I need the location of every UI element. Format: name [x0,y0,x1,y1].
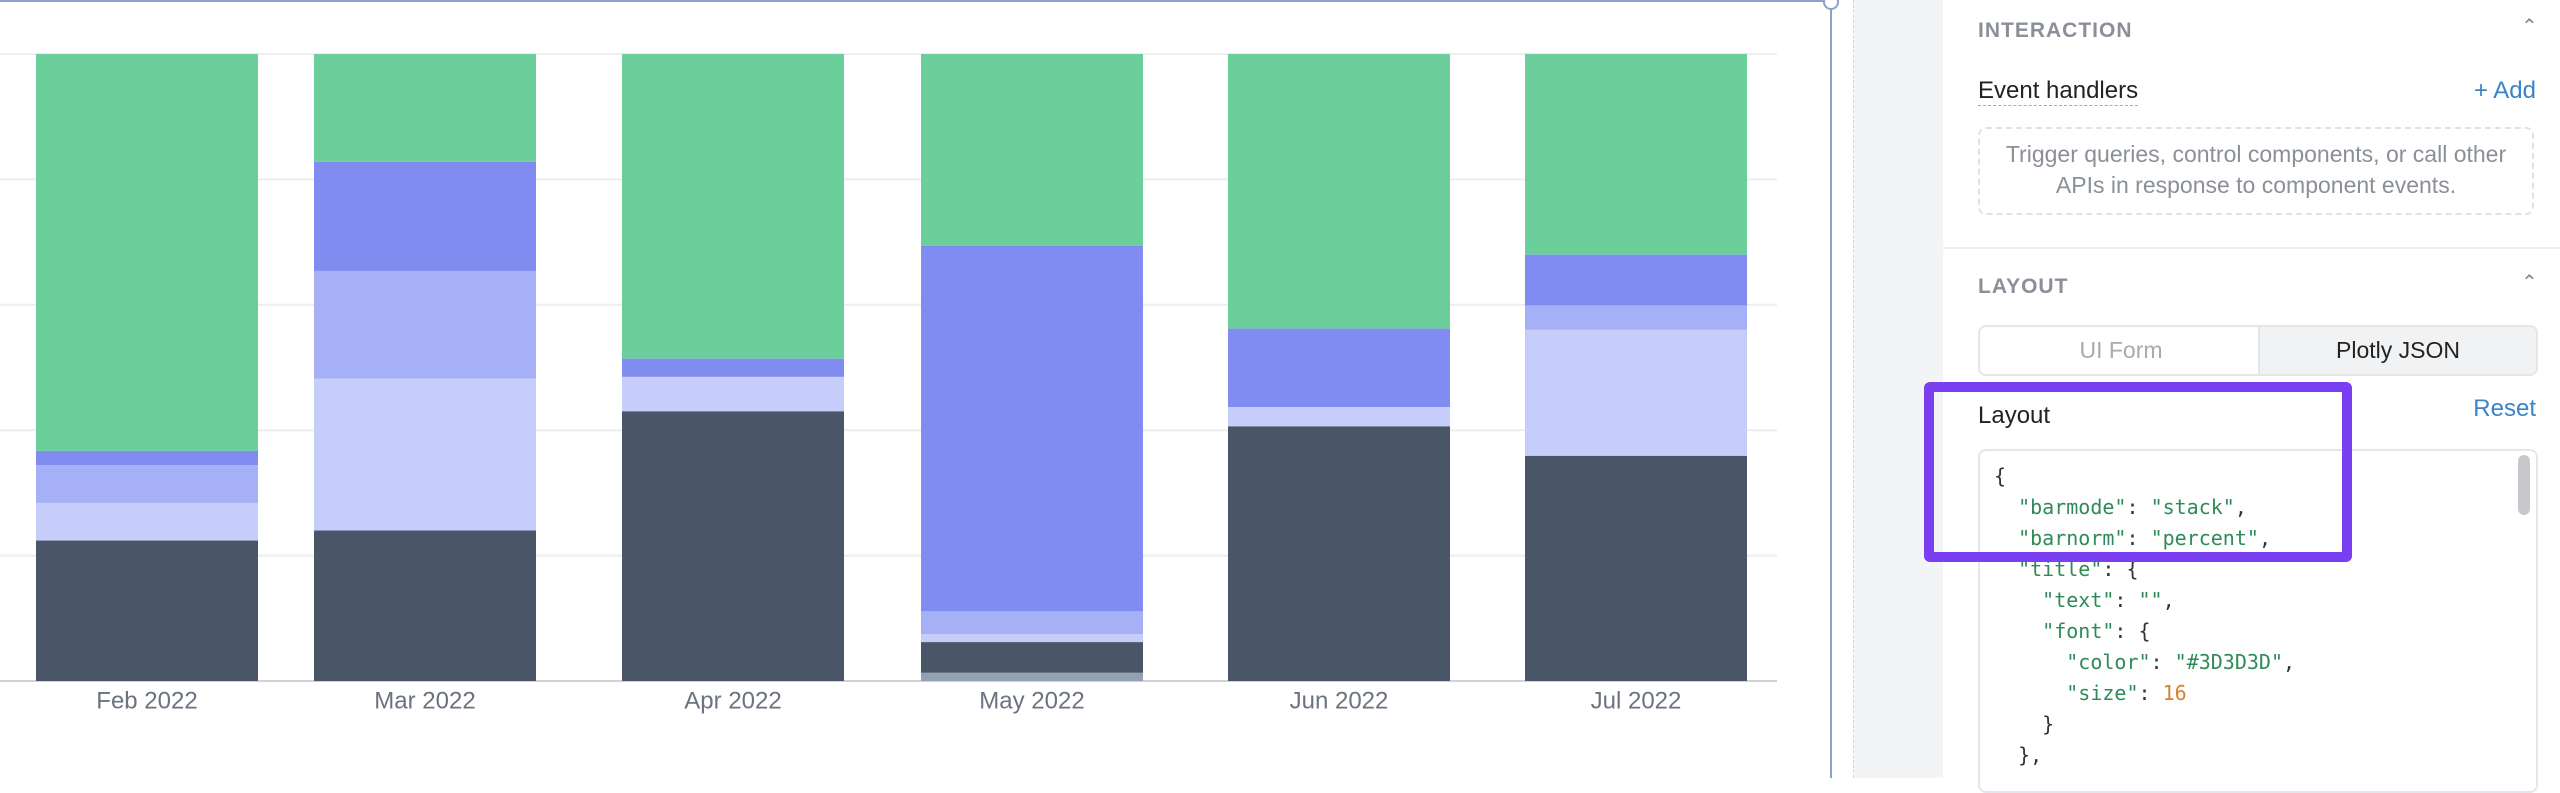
x-tick-label: Jul 2022 [1591,687,1682,714]
x-tick-label: Mar 2022 [374,687,475,714]
hint: Trigger queries, control components, or … [1978,127,2534,215]
bar-segment [314,54,536,162]
bar-segment [36,540,258,681]
bar-segment [1525,305,1747,330]
bar-segment [1228,54,1450,329]
bar-segment [1228,328,1450,408]
scrollbar [2518,455,2530,515]
code-editor[interactable]: { "barmode": "stack", "barnorm": "percen… [1978,449,2538,793]
section-title: INTERACTION [1978,19,2133,42]
x-tick-label: Feb 2022 [96,687,197,714]
x-tick-label: Jun 2022 [1290,687,1389,714]
code-line: "barnorm": "percent", [2018,526,2271,550]
code-line: "font": { [2042,619,2151,643]
x-tick-label: May 2022 [979,687,1084,714]
bar-segment [921,642,1143,673]
collapse-icon[interactable]: ⌃ [2521,272,2538,294]
label: Layout [1978,402,2051,429]
bar-segment [36,54,258,451]
bar-segment [1228,407,1450,427]
bar-segment [314,161,536,271]
bar-segment [36,502,258,541]
bar-segment [314,378,536,531]
code-line: "barmode": "stack", [2018,495,2247,519]
inspector-panel: INTERACTION ⌃ Event handlers + Add Trigg… [1924,0,2560,793]
tab[interactable]: Plotly JSON [2258,325,2538,376]
code-line: } [1994,712,2055,736]
bar-segment [622,54,844,359]
bar-segment [1525,329,1747,456]
bar-segment [1525,455,1747,681]
code-line: }, [1994,743,2043,767]
bar-segment [36,465,258,503]
bar-segment [921,245,1143,612]
bar-segment [1525,254,1747,306]
code-line: "color": "#3D3D3D", [2066,650,2296,674]
label: Event handlers [1978,77,2139,106]
bar-segment [921,611,1143,634]
bar-segment [314,530,536,681]
bar-segment [622,376,844,412]
bar-segment [36,450,258,466]
x-tick-label: Apr 2022 [684,687,781,714]
bar-segment [1525,54,1747,255]
bar-segment [921,633,1143,643]
chart: Jul 2022 Jun 2022 May 2022 Apr 2022 Mar 2022… [0,0,1839,778]
tab[interactable]: UI Form [1978,325,2264,376]
resize-handle[interactable] [1823,0,1839,10]
add-button[interactable]: + Add [2473,77,2536,104]
code-line: "size": 16 [2066,681,2187,705]
section-title: LAYOUT [1978,275,2069,298]
bar-segment [622,358,844,377]
bar-segment [622,411,844,681]
bar-segment [1228,426,1450,681]
bar-segment [314,270,536,379]
highlight-box [1924,382,2352,562]
bar-segment [921,672,1143,681]
collapse-icon[interactable]: ⌃ [2521,16,2538,38]
code-line: { [1994,464,2007,488]
divider [1943,247,2560,249]
reset-button[interactable]: Reset [2473,395,2536,422]
code-line: "text": "", [2042,588,2175,612]
bar-segment [921,54,1143,246]
